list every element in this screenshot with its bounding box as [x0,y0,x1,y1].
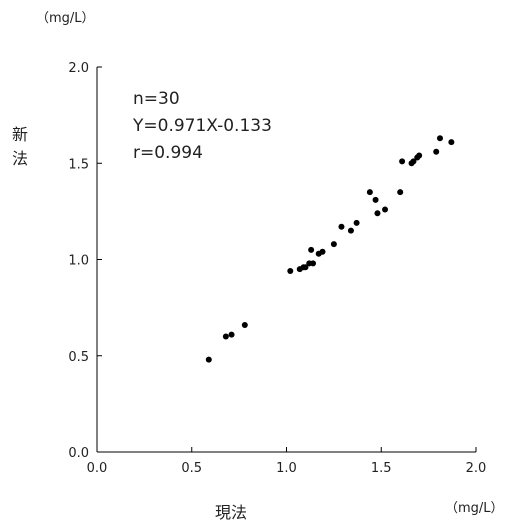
data-point [433,148,440,155]
data-points [205,135,455,363]
data-point [319,248,326,255]
x-tick-label: 0.5 [181,461,202,476]
data-point [310,260,317,267]
data-point [287,268,294,275]
x-tick-label: 2.0 [466,461,487,476]
data-point [338,223,345,230]
data-point [416,152,423,159]
data-point [399,158,406,165]
annotation-regression: Y=0.971X-0.133 [132,116,272,136]
y-axis-title-char-1: 新 [12,125,28,144]
data-point [366,189,373,196]
y-tick-label: 0.0 [68,446,89,461]
y-tick-label: 1.5 [68,157,89,172]
y-axis-title-char-2: 法 [12,149,28,168]
data-point [330,241,337,248]
x-unit-label: （mg/L） [445,501,504,516]
y-tick-label: 2.0 [68,61,89,76]
y-unit-label: （mg/L） [36,11,95,26]
x-tick-label: 0.0 [87,461,108,476]
data-point [397,189,404,196]
data-point [308,246,315,253]
data-point [382,206,389,213]
annotation-r: r=0.994 [133,143,203,163]
data-point [436,135,443,142]
data-point [205,356,212,363]
data-point [353,219,360,226]
data-point [228,331,235,338]
y-tick-label: 1.0 [68,254,89,269]
ticks: 0.0 0.5 1.0 1.5 2.0 0.0 0.5 1.0 1.5 2.0 [68,61,486,476]
data-point [374,210,381,217]
data-point [222,333,229,340]
x-tick-label: 1.5 [371,461,392,476]
data-point [347,227,354,234]
data-point [372,196,379,203]
data-point [408,160,415,167]
data-point [241,321,248,328]
data-point [300,264,307,271]
x-axis-title: 現法 [215,503,247,522]
data-point [448,139,455,146]
y-tick-label: 0.5 [68,350,89,365]
annotation-n: n=30 [133,89,180,109]
x-tick-label: 1.0 [276,461,297,476]
